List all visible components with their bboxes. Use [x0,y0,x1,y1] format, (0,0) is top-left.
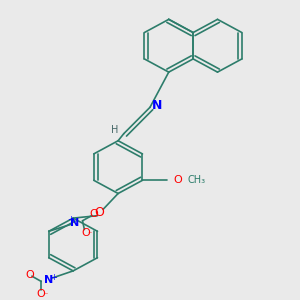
Text: N: N [152,99,163,112]
Text: ⁻: ⁻ [88,229,92,238]
Text: O: O [94,206,104,219]
Text: H: H [111,125,118,135]
Text: O: O [81,228,90,238]
Text: +: + [50,273,57,282]
Text: ⁻: ⁻ [44,290,48,299]
Text: N: N [44,275,53,285]
Text: O: O [37,289,46,299]
Text: O: O [26,270,34,280]
Text: N: N [70,218,80,227]
Text: +: + [67,215,73,224]
Text: O: O [89,209,98,219]
Text: O: O [174,175,182,185]
Text: CH₃: CH₃ [187,175,205,185]
